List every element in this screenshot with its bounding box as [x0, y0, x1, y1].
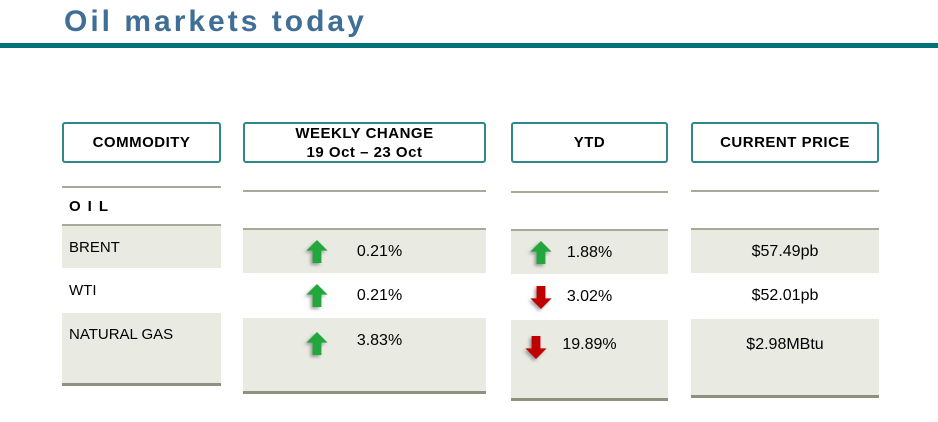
- title-divider: [0, 43, 938, 48]
- group-row-spacer: [511, 193, 668, 229]
- group-row-spacer: [691, 192, 879, 228]
- brent-ytd-cell: 1.88%: [511, 231, 668, 274]
- column-bottom-border: [62, 383, 221, 386]
- page-title: Oil markets today: [64, 5, 367, 38]
- ytd-value: 1.88%: [566, 243, 613, 261]
- natural-gas-current-price-cell: $2.98MBtu: [691, 319, 879, 395]
- natural-gas-commodity-cell: NATURAL GAS: [62, 313, 221, 383]
- weekly-change-value: 3.83%: [356, 332, 403, 349]
- column-bottom-border: [691, 395, 879, 398]
- current-price-value: $52.01pb: [751, 287, 819, 304]
- separator-line: [511, 191, 668, 193]
- separator-line: [62, 224, 221, 226]
- down-arrow-icon: [525, 336, 547, 359]
- commodity-name: NATURAL GAS: [69, 326, 174, 343]
- brent-commodity-cell: BRENT: [62, 226, 221, 268]
- column-commodity: OIL BRENT WTI NATURAL GAS: [62, 186, 221, 386]
- separator-line: [511, 229, 668, 231]
- header-current-price-label: CURRENT PRICE: [720, 134, 850, 151]
- current-price-value: $57.49pb: [751, 242, 819, 260]
- commodity-name: BRENT: [69, 238, 120, 256]
- separator-line: [691, 190, 879, 192]
- group-row-oil: OIL: [62, 188, 221, 224]
- column-bottom-border: [511, 398, 668, 401]
- wti-weekly-change-cell: 0.21%: [243, 273, 486, 318]
- column-bottom-border: [243, 391, 486, 394]
- separator-line: [243, 228, 486, 230]
- up-arrow-icon: [306, 240, 328, 263]
- header-commodity-label: COMMODITY: [92, 134, 191, 151]
- wti-current-price-cell: $52.01pb: [691, 273, 879, 319]
- group-row-spacer: [243, 192, 486, 228]
- weekly-change-value: 0.21%: [356, 242, 403, 260]
- ytd-value: 19.89%: [562, 336, 617, 353]
- separator-line: [62, 186, 221, 188]
- ytd-value: 3.02%: [566, 288, 613, 305]
- natural-gas-weekly-change-cell: 3.83%: [243, 318, 486, 391]
- current-price-value: $2.98MBtu: [746, 336, 824, 353]
- header-weekly-change-label: WEEKLY CHANGE: [295, 124, 434, 142]
- up-arrow-icon: [306, 332, 328, 355]
- brent-current-price-cell: $57.49pb: [691, 230, 879, 273]
- separator-line: [243, 190, 486, 192]
- header-weekly-change-period: 19 Oct – 23 Oct: [306, 143, 423, 161]
- up-arrow-icon: [530, 241, 552, 264]
- wti-commodity-cell: WTI: [62, 268, 221, 313]
- column-weekly-change: 0.21% 0.21% 3.83%: [243, 190, 486, 394]
- group-label: OIL: [69, 197, 115, 215]
- brent-weekly-change-cell: 0.21%: [243, 230, 486, 273]
- column-current-price: $57.49pb $52.01pb $2.98MBtu: [691, 190, 879, 398]
- separator-line: [691, 228, 879, 230]
- down-arrow-icon: [530, 285, 552, 309]
- up-arrow-icon: [306, 284, 328, 307]
- weekly-change-value: 0.21%: [356, 286, 403, 304]
- header-current-price: CURRENT PRICE: [691, 122, 879, 163]
- header-weekly-change: WEEKLY CHANGE 19 Oct – 23 Oct: [243, 122, 486, 163]
- commodity-name: WTI: [69, 282, 97, 299]
- header-ytd-label: YTD: [573, 134, 606, 151]
- wti-ytd-cell: 3.02%: [511, 274, 668, 320]
- natural-gas-ytd-cell: 19.89%: [511, 320, 668, 398]
- header-ytd: YTD: [511, 122, 668, 163]
- column-ytd: 1.88% 3.02% 19.89%: [511, 191, 668, 401]
- header-commodity: COMMODITY: [62, 122, 221, 163]
